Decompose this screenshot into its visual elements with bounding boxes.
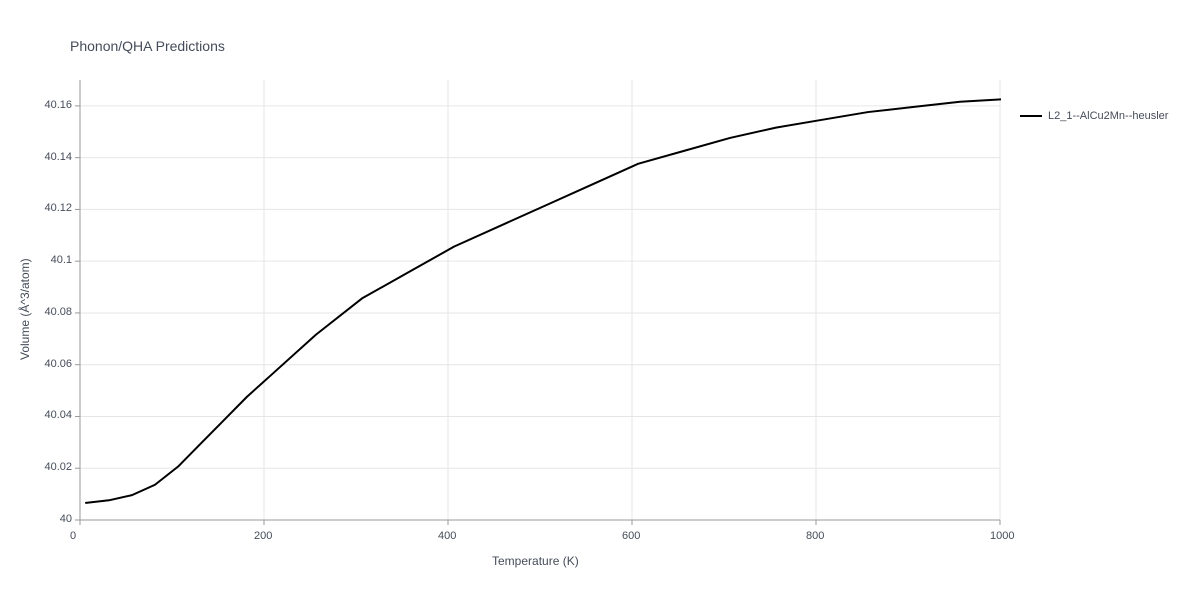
y-tick-label: 40.16 bbox=[44, 99, 72, 111]
plot-area bbox=[74, 79, 1001, 526]
x-tick-label: 400 bbox=[438, 530, 478, 542]
legend-label: L2_1--AlCu2Mn--heusler bbox=[1048, 110, 1168, 122]
x-axis-title: Temperature (K) bbox=[492, 554, 579, 568]
y-tick-label: 40 bbox=[60, 513, 72, 525]
y-tick-label: 40.12 bbox=[44, 202, 72, 214]
y-tick-label: 40.04 bbox=[44, 409, 72, 421]
y-tick-label: 40.08 bbox=[44, 306, 72, 318]
x-tick-label: 600 bbox=[622, 530, 662, 542]
legend: L2_1--AlCu2Mn--heusler bbox=[1020, 110, 1168, 122]
y-tick-label: 40.02 bbox=[44, 461, 72, 473]
y-tick-label: 40.06 bbox=[44, 358, 72, 370]
y-axis-title: Volume (Å^3/atom) bbox=[18, 258, 32, 360]
x-tick-label: 200 bbox=[254, 530, 294, 542]
x-tick-label: 1000 bbox=[990, 530, 1030, 542]
x-tick-label: 0 bbox=[70, 530, 110, 542]
chart-container: { "chart": { "type": "line", "title": "P… bbox=[0, 0, 1200, 600]
x-tick-label: 800 bbox=[806, 530, 846, 542]
y-tick-label: 40.1 bbox=[51, 254, 72, 266]
legend-swatch bbox=[1020, 115, 1042, 117]
chart-title: Phonon/QHA Predictions bbox=[70, 38, 225, 54]
y-tick-label: 40.14 bbox=[44, 151, 72, 163]
